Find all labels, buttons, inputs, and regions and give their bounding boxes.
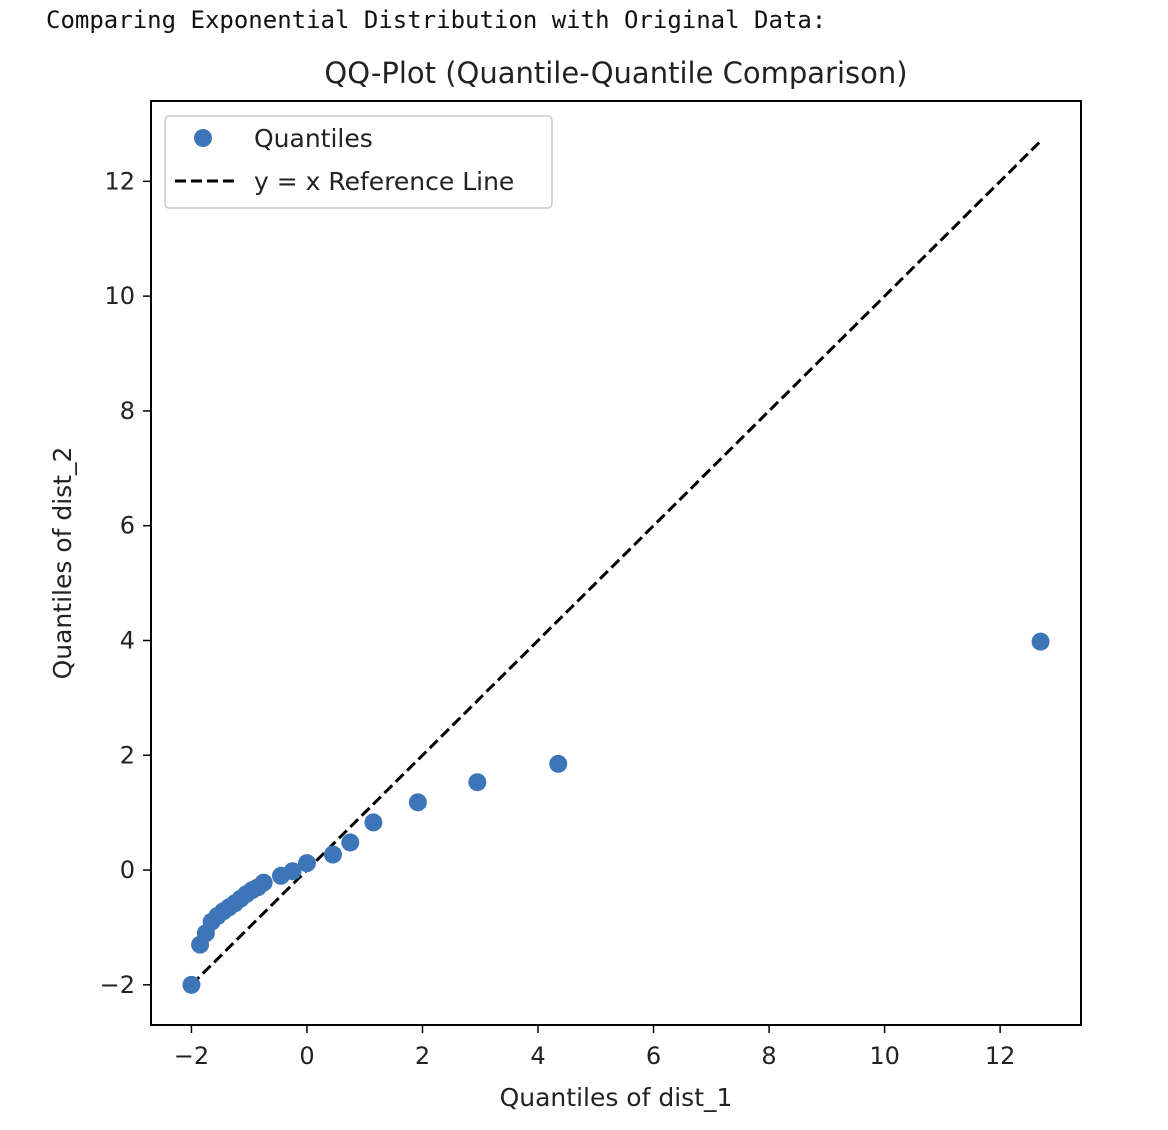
x-tick-label: 8	[761, 1042, 776, 1070]
x-tick-label: −2	[174, 1042, 209, 1070]
y-axis-label: Quantiles of dist_2	[48, 447, 77, 680]
x-tick-label: 2	[415, 1042, 430, 1070]
plot-frame	[150, 100, 1082, 1026]
y-tick-label: 12	[104, 167, 135, 195]
x-tick-label: 10	[869, 1042, 900, 1070]
y-tick-label: 4	[120, 626, 135, 654]
reference-line	[190, 140, 1042, 986]
quantile-point	[182, 975, 201, 994]
quantile-point	[408, 793, 427, 812]
quantile-point	[323, 845, 342, 864]
y-tick-label: 8	[120, 397, 135, 425]
y-tick-label: 6	[120, 512, 135, 540]
x-axis-label: Quantiles of dist_1	[500, 1083, 733, 1112]
quantile-point	[468, 773, 487, 792]
legend-marker-quantiles	[194, 129, 212, 147]
chart-title: QQ-Plot (Quantile-Quantile Comparison)	[324, 56, 907, 90]
legend-label-reference-line: y = x Reference Line	[254, 167, 514, 196]
legend-box	[164, 115, 553, 209]
legend: Quantiles y = x Reference Line	[164, 115, 553, 209]
legend-label-quantiles: Quantiles	[254, 124, 373, 153]
quantile-point	[1031, 632, 1050, 651]
x-tick-label: 12	[985, 1042, 1016, 1070]
cell-output-text: Comparing Exponential Distribution with …	[46, 6, 827, 34]
x-tick-label: 0	[299, 1042, 314, 1070]
quantile-point	[283, 862, 302, 881]
x-tick-label: 6	[646, 1042, 661, 1070]
y-tick-label: 2	[120, 741, 135, 769]
quantile-point	[341, 833, 360, 852]
x-tick-label: 4	[530, 1042, 545, 1070]
quantile-point	[549, 754, 568, 773]
y-tick-label: 10	[104, 282, 135, 310]
quantile-point	[364, 813, 383, 832]
quantile-point	[254, 873, 273, 892]
quantile-point	[297, 854, 316, 873]
y-tick-label: 0	[120, 856, 135, 884]
y-tick-label: −2	[100, 971, 135, 999]
